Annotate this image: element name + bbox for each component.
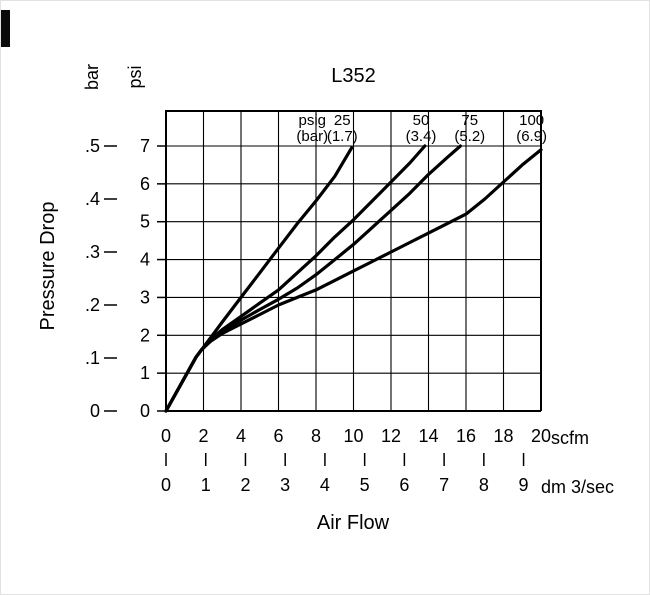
dm-tick-label: 0 [161,475,171,495]
scfm-tick-label: 0 [161,426,171,446]
x-axis-title: Air Flow [316,512,390,534]
series-label-psig-100: 100 [519,112,544,129]
dm-tick-label: 7 [439,475,449,495]
series-header-psig: psig [298,112,326,129]
series-label-psig-50: 50 [413,112,430,129]
series-label-psig-25: 25 [334,112,351,129]
bar-tick-label: .1 [85,348,100,368]
chart-title: L352 [331,65,376,87]
curve-100-psig [164,148,543,413]
psi-tick-label: 2 [140,325,150,345]
dm-tick-label: 6 [399,475,409,495]
x-axis-secondary-unit-label: dm 3/sec [541,477,615,497]
series-label-psig-75: 75 [461,112,478,129]
psi-tick-label: 1 [140,363,150,383]
scfm-tick-label: 14 [418,426,438,446]
scfm-tick-label: 2 [198,426,208,446]
series-header-bar: (bar) [296,128,328,145]
bar-tick-label: 0 [90,401,100,421]
curve-50-psig [164,144,427,413]
bar-tick-label: .5 [85,136,100,156]
psi-tick-label: 4 [140,250,150,270]
scan-artifact [1,10,10,47]
bar-tick-label: .3 [85,242,100,262]
psi-tick-label: 7 [140,136,150,156]
scfm-tick-label: 4 [236,426,246,446]
series-label-bar-50: (3.4) [406,128,437,145]
series-label-bar-75: (5.2) [454,128,485,145]
dm-tick-label: 3 [280,475,290,495]
scfm-tick-label: 16 [456,426,476,446]
series-label-bar-25: (1.7) [327,128,358,145]
dm-tick-label: 2 [240,475,250,495]
scfm-tick-label: 18 [493,426,513,446]
scfm-tick-label: 12 [381,426,401,446]
dm-tick-label: 5 [360,475,370,495]
curve-25-psig [164,146,354,413]
scfm-tick-label: 10 [343,426,363,446]
x-axis-primary-unit-label: scfm [551,428,589,448]
bar-tick-label: .2 [85,295,100,315]
scfm-tick-label: 8 [311,426,321,446]
scfm-tick-label: 6 [273,426,283,446]
psi-tick-label: 0 [140,401,150,421]
dm-tick-label: 8 [479,475,489,495]
psi-tick-label: 3 [140,287,150,307]
y-axis-primary-unit-label: psi [125,65,145,89]
scfm-tick-label: 20 [531,426,551,446]
curve-75-psig [164,144,462,413]
dm-tick-label: 9 [519,475,529,495]
dm-tick-label: 1 [201,475,211,495]
dm-tick-label: 4 [320,475,330,495]
psi-tick-label: 5 [140,212,150,232]
psi-tick-label: 6 [140,174,150,194]
series-label-bar-100: (6.9) [516,128,547,145]
y-axis-title: Pressure Drop [37,201,59,331]
bar-tick-label: .4 [85,189,100,209]
y-axis-secondary-unit-label: bar [82,64,102,91]
